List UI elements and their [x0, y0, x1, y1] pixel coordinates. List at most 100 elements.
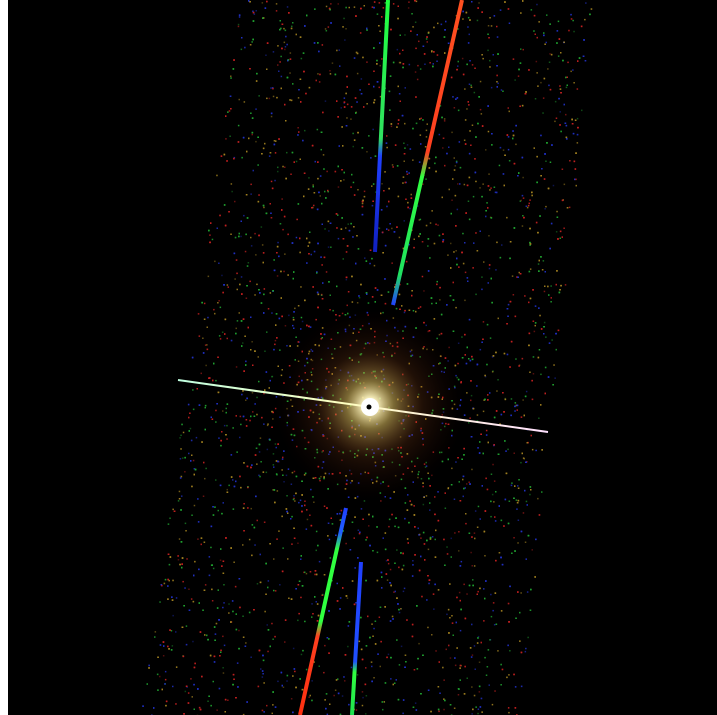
noise-dot	[241, 156, 243, 159]
noise-dot	[513, 497, 515, 499]
noise-dot	[570, 70, 572, 73]
noise-dot	[274, 635, 276, 638]
noise-dot	[476, 414, 479, 416]
noise-dot	[459, 679, 461, 681]
noise-dot	[493, 480, 496, 482]
noise-dot	[216, 174, 218, 177]
noise-dot	[472, 195, 475, 198]
noise-dot	[383, 701, 386, 703]
noise-dot	[253, 415, 256, 417]
noise-dot	[490, 86, 493, 89]
noise-dot	[258, 474, 260, 477]
noise-dot	[488, 173, 490, 175]
noise-dot	[403, 587, 406, 590]
noise-dot	[502, 149, 505, 151]
noise-dot	[474, 158, 476, 160]
noise-dot	[412, 26, 414, 28]
noise-dot	[474, 668, 476, 670]
noise-dot	[243, 214, 245, 217]
noise-dot	[230, 621, 232, 623]
noise-dot	[326, 507, 328, 509]
noise-dot	[490, 593, 492, 596]
noise-dot	[415, 709, 418, 711]
noise-dot	[197, 538, 199, 540]
noise-dot	[446, 613, 448, 616]
noise-dot	[385, 560, 388, 562]
noise-dot	[281, 47, 283, 50]
noise-dot	[263, 392, 265, 395]
noise-dot	[529, 268, 532, 270]
noise-dot	[522, 197, 525, 199]
noise-dot	[499, 146, 502, 149]
noise-dot	[388, 518, 391, 521]
noise-dot	[531, 549, 533, 551]
noise-dot	[585, 2, 587, 4]
noise-dot	[554, 120, 556, 123]
noise-dot	[365, 539, 367, 541]
noise-dot	[232, 427, 234, 429]
noise-dot	[378, 2, 381, 4]
noise-dot	[182, 580, 184, 583]
noise-dot	[548, 84, 550, 87]
noise-dot	[520, 685, 523, 688]
noise-dot	[493, 624, 496, 626]
noise-dot	[286, 680, 288, 682]
noise-dot	[167, 523, 170, 525]
noise-dot	[476, 385, 478, 387]
noise-dot	[236, 288, 238, 291]
noise-dot	[537, 263, 540, 265]
noise-dot	[410, 193, 412, 196]
noise-dot	[434, 513, 436, 516]
noise-dot	[290, 483, 293, 485]
noise-dot	[428, 330, 431, 332]
noise-dot	[442, 666, 444, 669]
noise-dot	[382, 708, 384, 711]
noise-dot	[313, 204, 315, 207]
noise-dot	[384, 171, 386, 173]
noise-dot	[343, 17, 345, 20]
noise-dot	[214, 312, 216, 315]
noise-dot	[211, 600, 214, 602]
noise-dot	[478, 685, 481, 688]
noise-dot	[564, 284, 567, 286]
noise-dot	[276, 275, 279, 277]
noise-dot	[238, 98, 240, 101]
noise-dot	[277, 45, 279, 47]
noise-dot	[468, 152, 471, 155]
noise-dot	[458, 481, 460, 483]
noise-dot	[524, 295, 526, 297]
noise-dot	[376, 13, 379, 15]
noise-dot	[305, 668, 308, 671]
noise-dot	[200, 543, 202, 546]
noise-dot	[402, 182, 404, 184]
noise-dot	[462, 232, 464, 235]
noise-dot	[346, 117, 348, 119]
noise-dot	[198, 335, 201, 337]
noise-dot	[464, 299, 466, 302]
noise-dot	[486, 363, 488, 366]
noise-dot	[304, 571, 306, 573]
noise-dot	[480, 697, 483, 700]
noise-dot	[467, 26, 469, 28]
noise-dot	[455, 461, 457, 463]
noise-dot	[215, 421, 217, 423]
noise-dot	[256, 583, 259, 585]
noise-dot	[446, 553, 449, 555]
noise-dot	[336, 49, 338, 52]
noise-dot	[343, 676, 345, 678]
noise-dot	[404, 34, 406, 36]
noise-dot	[486, 202, 488, 204]
noise-dot	[346, 304, 348, 307]
noise-dot	[406, 173, 409, 175]
noise-dot	[185, 530, 187, 532]
noise-dot	[202, 495, 205, 497]
noise-dot	[354, 97, 357, 99]
noise-dot	[337, 678, 339, 680]
noise-dot	[508, 674, 510, 676]
noise-dot	[474, 171, 477, 174]
noise-dot	[304, 571, 306, 573]
noise-dot	[565, 113, 567, 116]
noise-dot	[288, 597, 290, 599]
noise-dot	[453, 498, 456, 500]
noise-dot	[219, 559, 222, 561]
